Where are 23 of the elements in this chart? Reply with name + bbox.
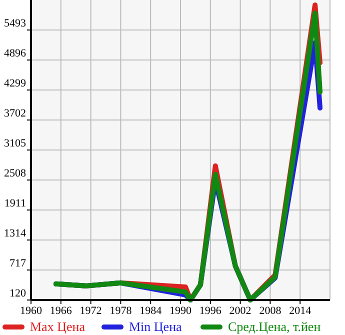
x-tick-label: 1966 xyxy=(50,305,72,317)
x-tick-label: 2008 xyxy=(259,305,282,317)
x-tick-label: 1990 xyxy=(170,305,192,317)
x-tick-label: 1984 xyxy=(140,305,162,317)
y-tick-label: 1911 xyxy=(4,198,26,210)
legend-label: Min Цена xyxy=(129,319,182,334)
y-tick-label: 3702 xyxy=(4,108,26,120)
y-tick-label: 1314 xyxy=(4,228,26,240)
y-tick-label: 4299 xyxy=(4,78,26,90)
y-tick-label: 3105 xyxy=(4,138,26,150)
x-tick-label: 1996 xyxy=(199,305,222,317)
y-tick-label: 4896 xyxy=(4,48,26,60)
y-tick-label: 2508 xyxy=(4,168,26,180)
x-tick-label: 1960 xyxy=(20,305,42,317)
x-tick-label: 1978 xyxy=(110,305,132,317)
x-tick-label: 2014 xyxy=(289,305,312,317)
y-tick-label: 120 xyxy=(10,288,26,300)
y-tick-label: 717 xyxy=(10,258,26,270)
legend-label: Сред.Цена, т.йен xyxy=(228,319,321,334)
x-tick-label: 2002 xyxy=(229,305,252,317)
x-tick-label: 1972 xyxy=(80,305,102,317)
y-tick-label: 5493 xyxy=(4,18,26,30)
legend-label: Max Цена xyxy=(30,319,86,334)
